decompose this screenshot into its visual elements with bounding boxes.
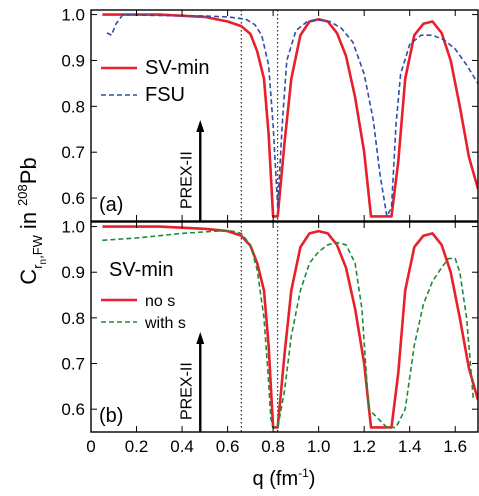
series-line-1 <box>102 230 475 429</box>
y-axis-label-elem: Pb <box>16 157 41 184</box>
prex-arrow-head <box>196 332 205 344</box>
panel-b: 0.6 0.7 0.8 0.9 1.0 0 0.2 0.4 0.6 0.8 1.0 1.2 1.4 1.6… <box>61 218 479 456</box>
prex-annotation: PREX-II <box>178 362 195 420</box>
y-tick-label: 0.8 <box>61 309 85 328</box>
x-tick-label: 0.4 <box>170 437 194 456</box>
plot-frame <box>90 221 479 433</box>
x-tick-label: 0.8 <box>261 437 285 456</box>
y-axis-label-sub1: r <box>30 264 45 269</box>
prex-annotation: PREX-II <box>178 151 195 209</box>
y-axis-label-sub2: ,FW <box>30 234 45 259</box>
series-line-1 <box>106 13 478 218</box>
y-axis-label-sup: 208 <box>15 184 30 206</box>
y-axis-label-in: in <box>16 212 41 229</box>
x-axis-label-sup: -1 <box>298 466 309 480</box>
prex-arrow-head <box>196 120 205 132</box>
y-tick-label: 0.6 <box>61 189 85 208</box>
panel-label: (a) <box>99 194 123 216</box>
legend-label-0: no s <box>145 293 175 310</box>
y-tick-label: 1.0 <box>61 6 85 25</box>
x-axis-label-close: ) <box>309 468 316 490</box>
x-tick-label: 1.2 <box>352 437 376 456</box>
series-group <box>102 225 478 429</box>
x-tick-label: 0 <box>86 437 95 456</box>
plot-frame <box>90 9 479 222</box>
y-tick-label: 0.7 <box>61 355 85 374</box>
y-tick-label: 0.8 <box>61 97 85 116</box>
y-tick-label: 1.0 <box>61 218 85 237</box>
legend-label-1: with s <box>144 315 186 332</box>
series-line-0 <box>102 13 478 218</box>
y-tick-label: 0.9 <box>61 263 85 282</box>
x-axis-label-main: q (fm <box>253 468 299 490</box>
legend-title: SV-min <box>109 259 173 281</box>
panel-label: (b) <box>99 405 123 427</box>
x-tick-label: 1.6 <box>443 437 467 456</box>
legend-label-0: SV-min <box>145 57 209 79</box>
x-tick-label: 1.0 <box>307 437 331 456</box>
x-axis-label: q (fm-1) <box>253 466 316 490</box>
y-tick-label: 0.6 <box>61 400 85 419</box>
y-tick-label: 0.7 <box>61 143 85 162</box>
panel-a: 0.6 0.7 0.8 0.9 1.0 PREX-II (a) SV-min FSU <box>61 6 479 222</box>
legend-label-1: FSU <box>145 84 185 106</box>
x-tick-label: 0.6 <box>216 437 240 456</box>
y-axis-label-main: C <box>16 269 41 285</box>
x-tick-label: 1.4 <box>398 437 422 456</box>
series-group <box>102 13 478 218</box>
y-tick-label: 0.9 <box>61 51 85 70</box>
x-tick-label: 0.2 <box>125 437 149 456</box>
y-axis-label-sub1b: n <box>38 259 49 265</box>
y-axis-label: Crn,FW in 208Pb <box>15 157 49 284</box>
